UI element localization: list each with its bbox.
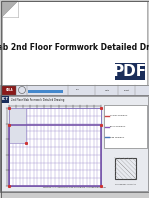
- Text: Slab Formwork: Slab Formwork: [110, 137, 124, 138]
- Bar: [1, 96, 148, 103]
- Text: HBLA: HBLA: [5, 88, 13, 92]
- Polygon shape: [2, 1, 18, 17]
- Bar: [1, 96, 9, 103]
- Text: Date: Date: [104, 89, 110, 91]
- Polygon shape: [2, 1, 18, 17]
- Text: Column Formwork: Column Formwork: [110, 115, 127, 116]
- Bar: [2, 86, 16, 94]
- Text: Section A-A: 2nd Floor Slab Formwork Arrangement Plan: Section A-A: 2nd Floor Slab Formwork Arr…: [43, 187, 106, 188]
- Text: 2nd Floor Slab Formwork Detailed Drawing: 2nd Floor Slab Formwork Detailed Drawing: [11, 97, 64, 102]
- Bar: [2, 1, 147, 85]
- Bar: [1, 96, 148, 191]
- Bar: [115, 63, 145, 80]
- Bar: [9, 108, 26, 143]
- Bar: [0, 95, 149, 192]
- Text: Beam Formwork: Beam Formwork: [110, 126, 125, 127]
- Text: Rev: Rev: [76, 89, 80, 90]
- Text: ICT: ICT: [1, 97, 8, 102]
- Text: COLUMN SECTION PLAN: COLUMN SECTION PLAN: [115, 184, 136, 185]
- Bar: [28, 90, 63, 93]
- Bar: [0, 85, 149, 95]
- Bar: [9, 108, 101, 186]
- Bar: [9, 125, 101, 186]
- Bar: [115, 158, 136, 179]
- Text: ICT Slab 2nd Floor Formwork Detailed Drawing: ICT Slab 2nd Floor Formwork Detailed Dra…: [0, 43, 149, 52]
- Text: PDF: PDF: [113, 64, 147, 79]
- Bar: [104, 105, 147, 148]
- Text: Sheet: Sheet: [124, 89, 130, 91]
